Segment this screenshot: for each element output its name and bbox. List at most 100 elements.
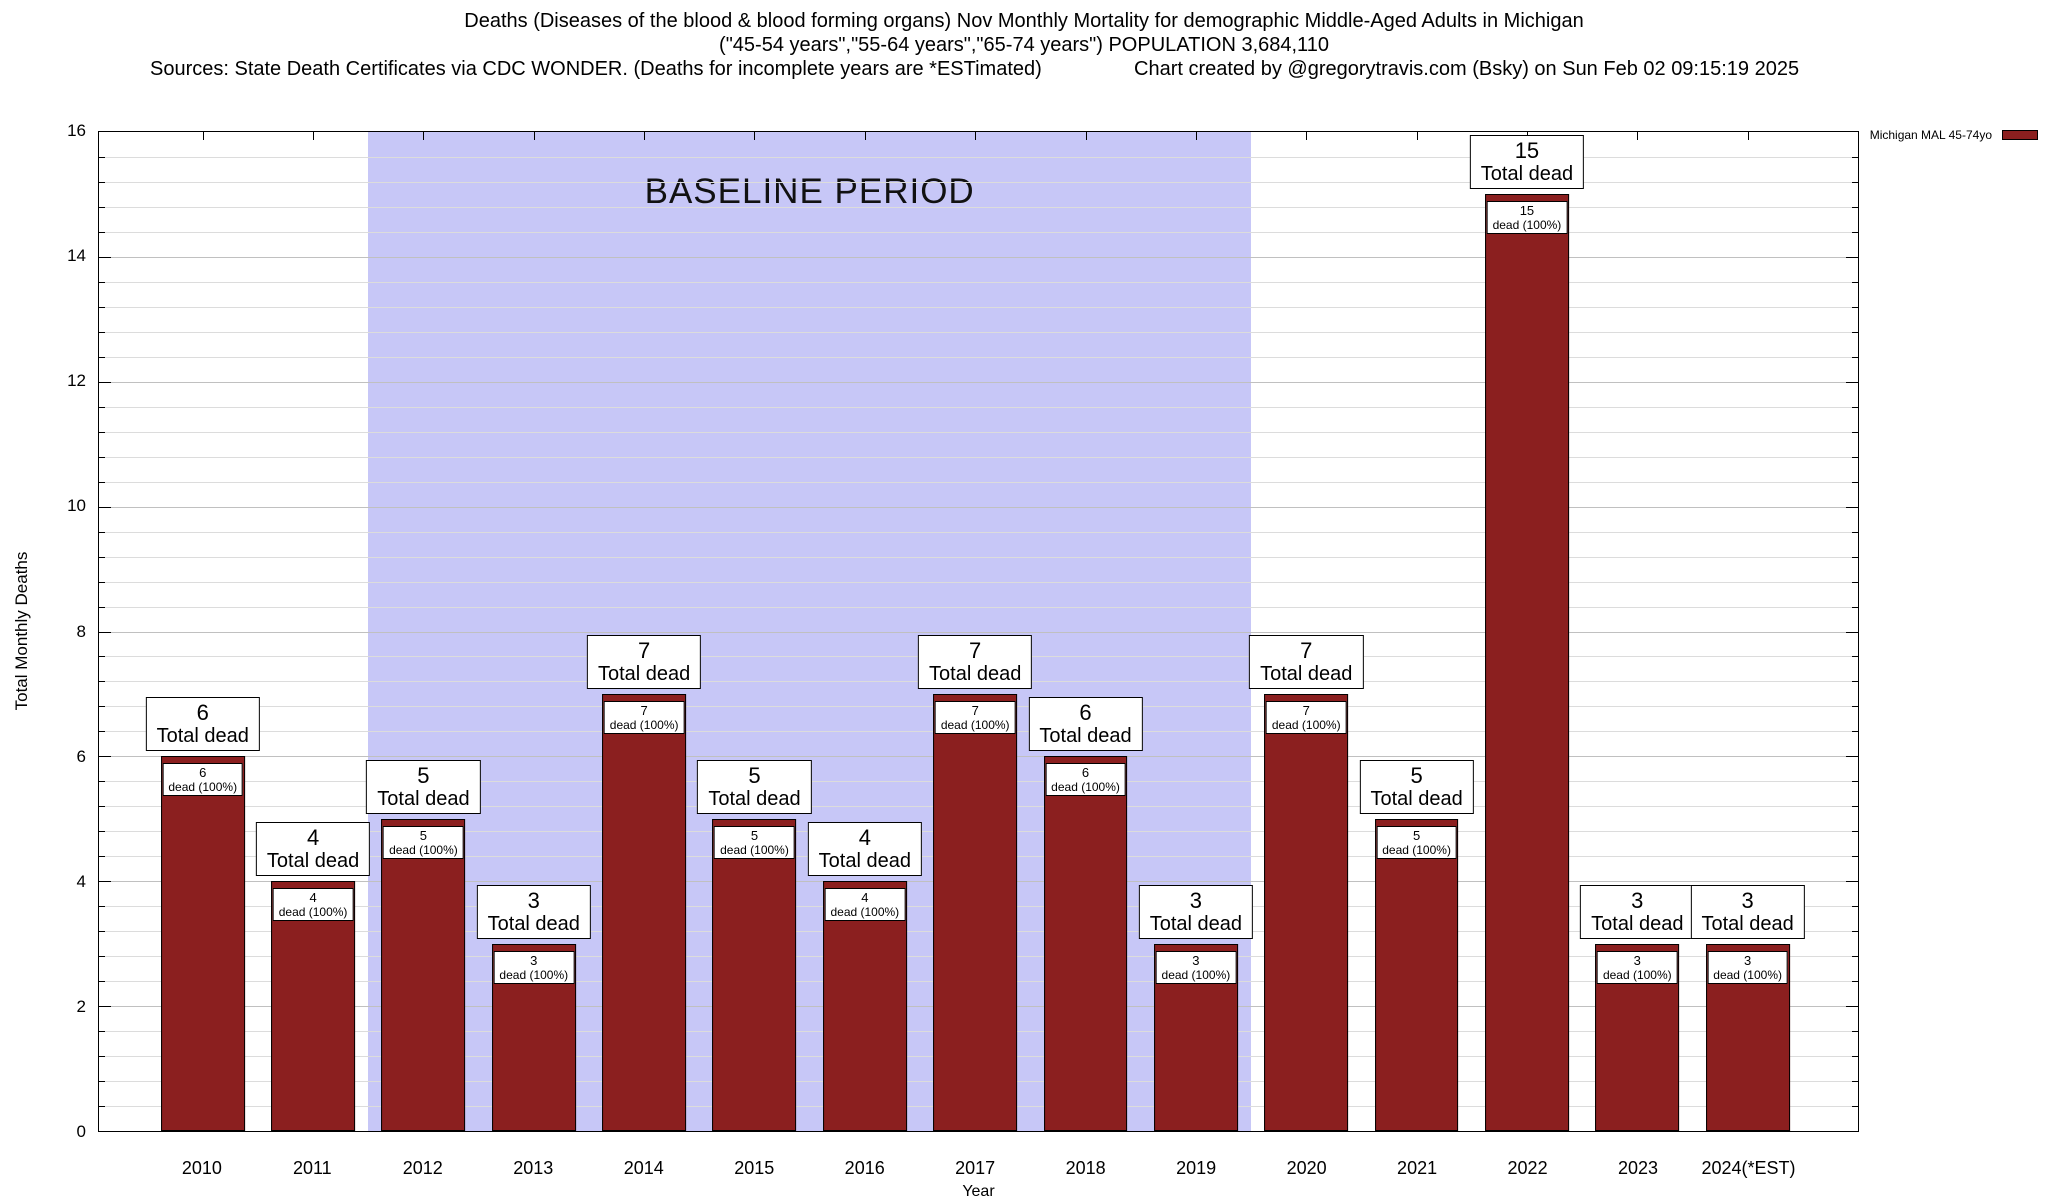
gridline [99,381,1858,383]
x-axis-tick-label: 2023 [1618,1158,1659,1178]
y-axis-tick [99,381,111,383]
gridline [99,306,1858,308]
y-axis-tick [99,1006,111,1008]
bar-total-value: 7 [969,637,982,663]
y-axis-tick [1852,556,1858,558]
gridline [99,506,1858,508]
y-axis-tick [99,481,105,483]
bar-inner-value: 7 [1302,702,1310,718]
bar-total-text: Total dead [266,850,360,873]
y-axis-tick [1852,356,1858,358]
y-axis-tick-label: 8 [76,621,86,641]
y-axis-tick [99,1081,105,1083]
y-axis-tick [99,681,105,683]
y-axis-tick-label: 10 [67,496,86,516]
x-axis-tick-label: 2020 [1286,1158,1327,1178]
bar-total-value: 5 [748,762,761,788]
x-axis-tick [864,132,866,140]
bar-inner-label: 3 dead (100%) [1155,950,1237,984]
bar-total-text: Total dead [1591,912,1684,935]
y-axis-tick [1852,981,1858,983]
y-axis-tick [1852,581,1858,583]
bar-inner-value: 3 [530,952,538,968]
y-axis-tick [1852,731,1858,733]
y-axis-tick-label: 6 [76,746,86,766]
y-axis-tick [99,231,105,233]
gridline [99,281,1858,283]
y-axis-tick [99,831,105,833]
bar-inner-label: 7 dead (100%) [603,700,685,734]
bar-total-value: 5 [417,762,430,788]
x-axis-tick [1637,132,1639,140]
bar-inner-text: dead (100%) [609,717,679,732]
y-axis-tick [1852,306,1858,308]
gridline [99,431,1858,433]
y-axis-tick [1852,406,1858,408]
x-axis-tick [423,132,425,140]
bar-inner-value: 6 [1081,765,1090,781]
x-axis-tick-label: 2019 [1176,1158,1217,1178]
bar-inner-value: 5 [1412,827,1421,843]
x-axis-tick [202,132,204,140]
y-axis-tick [1852,281,1858,283]
x-axis-tick-label: 2022 [1507,1158,1548,1178]
bar-inner-label: 5 dead (100%) [714,825,795,859]
x-axis-tick-label: 2012 [402,1158,443,1178]
x-axis-tick-label: 2018 [1065,1158,1106,1178]
y-axis-tick [99,956,105,958]
y-axis-tick [1852,1031,1858,1033]
bar-inner-text: dead (100%) [830,905,900,920]
gridline [99,156,1858,158]
bar [1374,818,1459,1131]
gridline [99,556,1858,558]
bar-total-value: 6 [196,700,209,726]
bar-total-label: 5 Total dead [366,759,481,814]
bar-inner-label: 3 dead (100%) [1707,950,1788,984]
bar-total-label: 5 Total dead [697,759,812,814]
y-axis-tick [99,1031,105,1033]
bar-total-label: 6 Total dead [1028,697,1143,752]
bar-inner-value: 4 [861,890,869,906]
gridline [99,456,1858,458]
bar-total-text: Total dead [1480,163,1574,186]
x-axis-tick-label: 2021 [1397,1158,1438,1178]
bar-inner-value: 4 [309,890,317,906]
bar-inner-value: 7 [640,702,648,718]
gridline [99,231,1858,233]
gridline [99,256,1858,258]
bar-total-value: 7 [637,637,651,663]
x-axis-tick-label: 2011 [292,1158,332,1178]
bar-inner-label: 5 dead (100%) [1376,825,1457,859]
bar [381,818,466,1131]
gridline [99,531,1858,533]
gridline [99,356,1858,358]
y-axis-tick [1852,181,1858,183]
x-axis-tick-label: 2024(*EST) [1701,1158,1796,1178]
bar-total-value: 4 [858,825,871,851]
bar-inner-label: 3 dead (100%) [1596,950,1678,984]
y-axis-tick [1846,1006,1858,1008]
x-axis-tick-label: 2015 [734,1158,775,1178]
bar-total-text: Total dead [597,662,691,685]
x-axis-tick [533,132,535,140]
bar-inner-text: dead (100%) [1271,717,1341,732]
y-axis-tick [99,781,105,783]
y-axis-tick [99,331,105,333]
y-axis-tick [1852,206,1858,208]
y-axis-tick [99,906,105,908]
x-axis-tick-label: 2016 [844,1158,885,1178]
y-axis-tick [99,706,105,708]
gridline [99,206,1858,208]
y-axis-tick [99,581,105,583]
bar-total-label: 15 Total dead [1469,135,1585,190]
chart-subtitle: ("45-54 years","55-64 years","65-74 year… [719,34,1329,56]
x-axis-tick [1416,132,1418,140]
legend: Michigan MAL 45-74yo [1870,128,2038,142]
y-axis-tick [99,506,111,508]
bar [602,693,687,1131]
y-axis-tick [99,356,105,358]
bar-inner-text: dead (100%) [1492,218,1562,233]
bar-total-value: 7 [1300,637,1313,663]
y-axis-tick [99,406,105,408]
legend-series-label: Michigan MAL 45-74yo [1869,128,1992,142]
